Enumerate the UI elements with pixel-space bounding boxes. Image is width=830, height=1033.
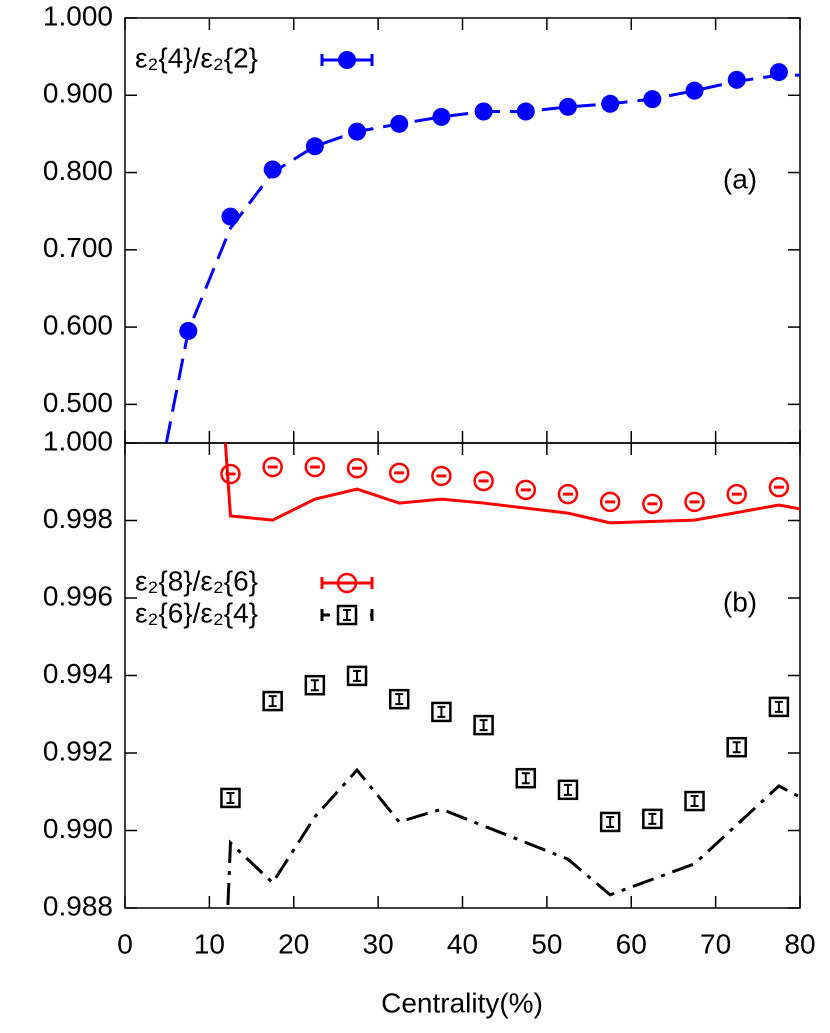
- point: [390, 114, 409, 133]
- x-tick-label: 40: [447, 928, 478, 959]
- y-tick-label: 0.800: [43, 155, 113, 186]
- legend-label: ε₂{6}/ε₂{4}: [135, 597, 258, 628]
- point: [601, 94, 620, 113]
- point: [726, 736, 747, 758]
- point: [557, 483, 579, 505]
- line: [164, 73, 800, 443]
- x-tick-label: 0: [117, 928, 133, 959]
- point: [684, 491, 705, 513]
- y-tick-label: 0.600: [43, 309, 113, 340]
- point: [516, 102, 535, 121]
- point: [557, 779, 579, 801]
- point: [474, 102, 493, 121]
- y-tick-label: 0.900: [43, 78, 113, 109]
- point: [599, 811, 621, 833]
- legend-label: ε₂{8}/ε₂{6}: [135, 565, 258, 596]
- y-tick-label: 1.000: [43, 0, 113, 31]
- point: [179, 321, 198, 340]
- marker-glyph: [690, 795, 699, 808]
- y-tick-label: 0.996: [43, 580, 113, 611]
- point: [304, 674, 326, 696]
- x-tick-label: 20: [278, 928, 309, 959]
- marker-glyph: [353, 669, 362, 682]
- y-tick-label: 1.000: [43, 425, 113, 456]
- annotation: (b): [723, 586, 757, 617]
- point: [221, 207, 240, 226]
- point: [346, 457, 368, 479]
- plot-frame: [124, 442, 801, 909]
- x-tick-label: 60: [616, 928, 647, 959]
- point: [768, 696, 790, 718]
- point: [336, 572, 358, 594]
- marker-glyph: [606, 815, 615, 828]
- plot-frame: [124, 17, 801, 444]
- point: [643, 90, 662, 109]
- x-tick-label: 30: [363, 928, 394, 959]
- point: [473, 714, 494, 736]
- point: [262, 690, 283, 712]
- point: [727, 70, 746, 89]
- point: [432, 107, 451, 126]
- point: [726, 483, 747, 505]
- annotation: (a): [723, 163, 757, 194]
- marker-glyph: [343, 609, 351, 621]
- marker-glyph: [732, 741, 741, 754]
- point: [769, 63, 788, 82]
- point: [346, 665, 368, 687]
- point: [599, 491, 621, 513]
- point: [336, 604, 358, 626]
- point: [220, 463, 241, 485]
- line: [223, 443, 800, 525]
- point: [305, 137, 324, 156]
- point: [558, 97, 577, 116]
- marker-glyph: [226, 791, 235, 804]
- y-tick-label: 0.990: [43, 813, 113, 844]
- point: [473, 470, 494, 492]
- point: [642, 808, 663, 830]
- point: [262, 456, 283, 478]
- x-tick-label: 80: [784, 928, 815, 959]
- y-tick-label: 0.994: [43, 658, 113, 689]
- marker-glyph: [479, 719, 488, 732]
- point: [515, 479, 537, 501]
- marker-glyph: [648, 812, 657, 825]
- marker-glyph: [774, 700, 783, 713]
- point: [388, 462, 410, 484]
- point: [685, 81, 704, 100]
- x-tick-label: 70: [700, 928, 731, 959]
- point: [684, 790, 705, 812]
- marker-glyph: [563, 783, 572, 796]
- point: [515, 767, 537, 789]
- y-tick-label: 0.700: [43, 232, 113, 263]
- point: [431, 701, 452, 723]
- point: [338, 51, 356, 69]
- point: [348, 122, 367, 141]
- marker-glyph: [437, 705, 446, 718]
- point: [388, 688, 410, 710]
- x-tick-label: 10: [194, 928, 225, 959]
- marker-glyph: [268, 695, 277, 708]
- marker-glyph: [395, 693, 404, 706]
- point: [220, 787, 241, 809]
- y-tick-label: 0.500: [43, 387, 113, 418]
- y-tick-label: 0.998: [43, 503, 113, 534]
- y-tick-label: 0.992: [43, 735, 113, 766]
- marker-glyph: [521, 772, 530, 785]
- point: [431, 465, 452, 487]
- point: [642, 493, 663, 515]
- marker-glyph: [310, 679, 319, 692]
- x-tick-label: 50: [531, 928, 562, 959]
- x-axis-label: Centrality(%): [381, 987, 543, 1018]
- y-tick-label: 0.988: [43, 890, 113, 921]
- point: [768, 476, 790, 498]
- point: [263, 160, 282, 179]
- legend-label: ε₂{4}/ε₂{2}: [135, 42, 258, 73]
- line: [226, 767, 800, 905]
- point: [304, 456, 326, 478]
